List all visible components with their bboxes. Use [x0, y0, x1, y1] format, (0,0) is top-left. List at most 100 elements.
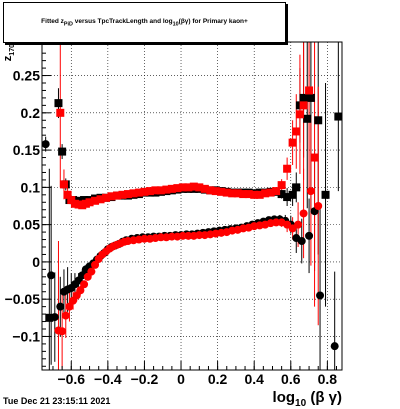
timestamp: Tue Dec 21 23:15:11 2021	[3, 396, 111, 406]
data-point-square	[244, 190, 253, 199]
data-point-square	[310, 153, 319, 162]
data-point-square	[167, 184, 176, 193]
data-point-circle	[330, 342, 339, 351]
data-point-circle	[167, 232, 176, 241]
data-point-square	[250, 190, 259, 199]
data-point-square	[217, 187, 226, 196]
data-point-square	[123, 190, 132, 199]
x-tick-label: 0.8	[318, 371, 338, 387]
y-tick-label: 0	[32, 254, 40, 270]
chart-grid	[42, 42, 342, 370]
data-point-square	[91, 196, 100, 205]
data-point-circle	[65, 302, 74, 311]
x-tick-label: −0.2	[131, 371, 159, 387]
data-point-circle	[195, 231, 204, 240]
data-point-square	[173, 184, 182, 193]
data-point-square	[178, 183, 187, 192]
data-point-square	[255, 190, 264, 199]
x-tick-label: 0	[177, 371, 185, 387]
data-point-square	[195, 183, 204, 192]
data-point-square	[283, 193, 292, 202]
data-point-circle	[56, 302, 65, 311]
y-tick-label: 0.15	[13, 142, 40, 158]
data-point-square	[113, 191, 121, 200]
x-axis-label: log10 (β γ)	[273, 389, 342, 409]
data-point-square	[292, 127, 301, 136]
data-point-circle	[80, 280, 89, 289]
data-point-square	[295, 110, 304, 119]
data-point-square	[107, 192, 116, 201]
data-point-square	[228, 189, 237, 198]
data-point-square	[59, 180, 68, 189]
data-point-circle	[299, 209, 308, 218]
data-point-circle	[294, 220, 303, 229]
data-point-circle	[47, 271, 56, 280]
data-point-square	[140, 187, 149, 196]
data-point-square	[129, 189, 138, 198]
y-tick-label: 0.25	[13, 68, 40, 84]
data-point-square	[184, 183, 193, 192]
x-tick-label: −0.6	[57, 371, 85, 387]
data-point-square	[85, 198, 94, 207]
data-point-circle	[178, 231, 187, 240]
data-point-circle	[156, 233, 165, 242]
x-tick-label: 0.4	[244, 371, 264, 387]
data-point-square	[288, 190, 297, 199]
data-point-square	[334, 112, 343, 121]
data-point-square	[306, 93, 315, 102]
data-point-square	[321, 190, 330, 199]
y-axis-label: z170	[2, 44, 16, 61]
data-point-square	[151, 186, 160, 195]
data-point-square	[277, 181, 286, 190]
data-point-square	[102, 193, 111, 202]
data-markers	[41, 86, 343, 351]
data-point-square	[239, 190, 248, 199]
x-tick-label: 0.2	[208, 371, 228, 387]
data-point-circle	[184, 231, 193, 240]
data-point-square	[134, 188, 143, 197]
chart-title-box: Fitted zPiD versus TpcTrackLength and lo…	[3, 2, 286, 43]
data-point-square	[189, 182, 198, 191]
data-point-square	[233, 189, 242, 198]
data-point-square	[303, 114, 312, 123]
data-point-square	[288, 138, 297, 147]
axis-ticks: −0.6 −0.4 −0.2 0 0.2 0.4 0.6 0.8 −0.1 −0.05 0 0.05 0…	[5, 52, 338, 387]
data-point-square	[266, 188, 275, 197]
data-point-circle	[76, 286, 85, 295]
data-point-square	[156, 186, 165, 195]
data-point-circle	[50, 313, 59, 322]
data-point-circle	[140, 234, 149, 243]
data-point-square	[299, 101, 308, 110]
data-point-square	[54, 99, 63, 108]
data-point-square	[261, 189, 270, 198]
data-point-circle	[91, 260, 100, 269]
data-point-circle	[305, 231, 314, 240]
y-tick-label: 0.2	[21, 105, 41, 121]
data-point-circle	[316, 291, 325, 300]
data-point-circle	[297, 237, 306, 246]
x-tick-label: 0.6	[281, 371, 301, 387]
data-point-square	[56, 108, 65, 117]
data-point-square	[314, 116, 323, 125]
data-point-square	[200, 184, 209, 193]
data-point-circle	[87, 267, 96, 276]
data-point-square	[162, 185, 171, 194]
data-point-square	[292, 183, 301, 192]
data-point-square	[222, 188, 231, 197]
data-point-square	[145, 187, 154, 196]
data-point-square	[272, 187, 281, 196]
data-point-square	[277, 190, 286, 199]
data-point-square	[63, 190, 72, 199]
data-point-square	[211, 187, 220, 196]
data-point-circle	[61, 311, 70, 320]
y-tick-label: 0.05	[13, 217, 40, 233]
data-point-square	[305, 86, 314, 95]
data-point-square	[299, 93, 308, 102]
data-point-square	[206, 186, 215, 195]
data-point-circle	[306, 187, 315, 196]
data-point-square	[118, 190, 127, 199]
y-tick-label: −0.05	[5, 291, 41, 307]
data-point-square	[58, 147, 67, 156]
data-point-circle	[41, 140, 50, 149]
